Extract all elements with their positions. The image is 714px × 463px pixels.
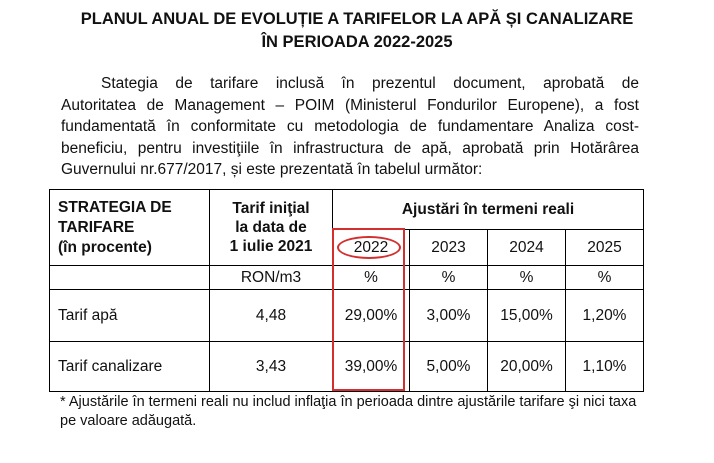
value-cell: 1,10% — [565, 341, 644, 392]
value-cell: 5,00% — [409, 341, 488, 392]
paragraph-line: beneficiu, pentru investiţiile în infras… — [61, 139, 639, 157]
unit-cell: % — [565, 265, 644, 290]
initial-value-sewerage: 3,43 — [209, 341, 333, 392]
paragraph-line: Autoritatea de Management – POIM (Minist… — [61, 96, 639, 114]
unit-cell: % — [487, 265, 566, 290]
strategy-header-cell: STRATEGIA DE TARIFARE (în procente) — [49, 189, 210, 266]
initial-tariff-header-cell: Tarif iniţial la data de 1 iulie 2021 — [209, 189, 333, 266]
value-cell: 20,00% — [487, 341, 566, 392]
footnote-line: * Ajustările în termeni reali nu includ … — [60, 394, 637, 410]
paragraph-line: Stategia de tarifare inclusă în prezentu… — [101, 75, 639, 92]
row-label-sewerage: Tarif canalizare — [49, 341, 210, 392]
document-title-line-2: ÎN PERIOADA 2022-2025 — [261, 33, 453, 51]
paragraph-line: fundamentată în conformitate cu metodolo… — [61, 118, 639, 135]
year-header-2023: 2023 — [409, 229, 488, 266]
initial-header-line: 1 iulie 2021 — [229, 238, 313, 255]
unit-cell: % — [409, 265, 488, 290]
initial-unit-cell: RON/m3 — [209, 265, 333, 290]
document-title-line-1: PLANUL ANUAL DE EVOLUȚIE A TARIFELOR LA … — [80, 10, 634, 28]
row-label-water: Tarif apă — [49, 289, 210, 342]
value-cell: 1,20% — [565, 289, 644, 342]
strategy-header-line: (în procente) — [58, 238, 152, 256]
initial-header-line: la data de — [235, 219, 307, 236]
initial-value-water: 4,48 — [209, 289, 333, 342]
strategy-header-line: STRATEGIA DE — [58, 198, 172, 216]
table-row: Tarif canalizare 3,43 39,00% 5,00% 20,00… — [49, 341, 644, 392]
year-header-2025: 2025 — [565, 229, 644, 266]
footnote: * Ajustările în termeni reali nu includ … — [60, 393, 660, 431]
initial-header-line: Tarif iniţial — [232, 200, 310, 217]
unit-empty-cell — [49, 265, 210, 290]
year-header-2024: 2024 — [487, 229, 566, 266]
intro-paragraph: Stategia de tarifare inclusă în prezentu… — [61, 73, 639, 181]
paragraph-line: Guvernului nr.677/2017, și este prezenta… — [61, 161, 483, 178]
highlight-oval-2022 — [337, 236, 401, 259]
tariff-table: STRATEGIA DE TARIFARE (în procente) Tari… — [49, 189, 644, 392]
value-cell: 15,00% — [487, 289, 566, 342]
footnote-line: pe valoare adăugată. — [60, 413, 197, 429]
value-cell: 3,00% — [409, 289, 488, 342]
highlight-column-2022 — [332, 228, 405, 391]
value-cell: 29,00% — [332, 289, 410, 342]
table-row: Tarif apă 4,48 29,00% 3,00% 15,00% 1,20% — [49, 289, 644, 342]
adjustments-header: Ajustări în termeni reali — [332, 189, 644, 230]
strategy-header-line: TARIFARE — [58, 218, 135, 236]
